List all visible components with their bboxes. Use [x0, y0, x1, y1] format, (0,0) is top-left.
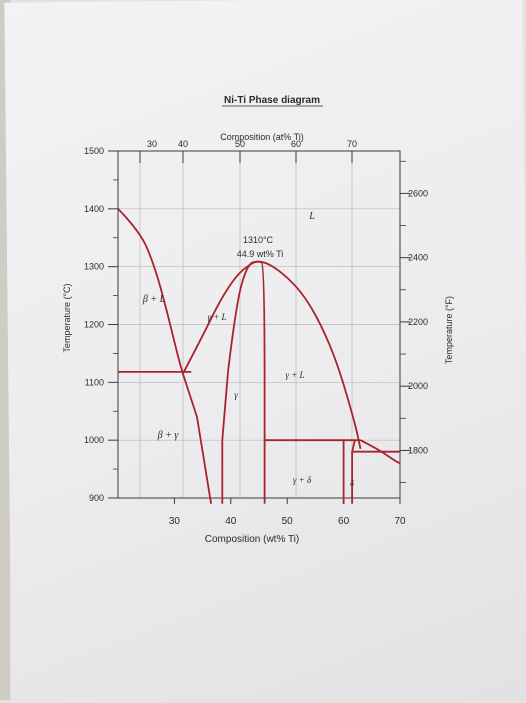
left-tick-label-1300: 1300: [84, 262, 104, 272]
boundary-liquidus-right: [182, 260, 362, 449]
left-tick-label-1400: 1400: [84, 204, 104, 214]
grid-lines: [118, 151, 400, 498]
bottom-tick-label-30: 30: [169, 516, 181, 527]
right-axis-label: Temperature (°F): [444, 296, 454, 364]
right-tick-label-2400: 2400: [408, 253, 428, 263]
top-tick-label-40: 40: [178, 139, 188, 149]
peak-annotation-temp: 1310°C: [243, 235, 274, 245]
region-label-2: γ + L: [207, 312, 226, 322]
region-label-3: γ + L: [285, 370, 304, 380]
boundary-delta-right: [351, 439, 356, 504]
region-label-4: γ: [234, 390, 238, 400]
axis-ticks: 1500 1400 1300 1200 1100 1000 900 30 40 50 60 70 30 4…: [84, 139, 428, 527]
bottom-axis-label: Composition (wt% Ti): [205, 534, 299, 545]
bottom-tick-label-60: 60: [338, 516, 350, 527]
top-tick-label-30: 30: [147, 139, 157, 149]
peak-annotation-comp: 44.9 wt% Ti: [237, 249, 284, 259]
bottom-tick-label-50: 50: [282, 516, 294, 527]
phase-boundaries: [117, 208, 401, 504]
left-axis-label: Temperature (°C): [62, 283, 72, 352]
region-label-7: δ: [350, 479, 354, 488]
chart-title: Ni-Ti Phase diagram: [224, 95, 320, 106]
bottom-tick-label-40: 40: [225, 516, 237, 527]
phase-region-labels: Lβ + L γ + L γ + L γ β + γ γ + δ δ: [142, 211, 354, 488]
top-axis-label: Composition (at% Ti): [220, 132, 304, 142]
region-label-5: β + γ: [157, 430, 180, 441]
boundary-liquidus-left: [117, 208, 184, 374]
region-label-6: γ + δ: [293, 475, 312, 485]
region-label-1: β + L: [142, 294, 166, 305]
top-tick-label-50: 50: [235, 139, 245, 149]
right-tick-label-2600: 2600: [408, 188, 428, 198]
boundary-gamma-solidus: [227, 260, 266, 504]
right-tick-label-2200: 2200: [408, 317, 428, 327]
left-tick-label-900: 900: [89, 493, 104, 503]
bottom-tick-label-70: 70: [394, 516, 406, 527]
region-label-0: L: [308, 211, 315, 222]
boundary-gamma-left-lower: [221, 371, 229, 504]
top-tick-label-70: 70: [347, 139, 357, 149]
paper-shadow-edge: [0, 0, 10, 700]
top-tick-label-60: 60: [291, 139, 301, 149]
boundary-gamma-left: [182, 373, 212, 504]
left-tick-label-1200: 1200: [84, 320, 104, 330]
right-tick-label-1800: 1800: [408, 445, 428, 455]
left-tick-label-1000: 1000: [84, 435, 104, 445]
left-tick-label-1100: 1100: [85, 377, 104, 387]
boundary-right-liquidus-tail: [360, 439, 401, 465]
left-tick-label-1500: 1500: [84, 146, 104, 156]
right-tick-label-2000: 2000: [408, 381, 428, 391]
